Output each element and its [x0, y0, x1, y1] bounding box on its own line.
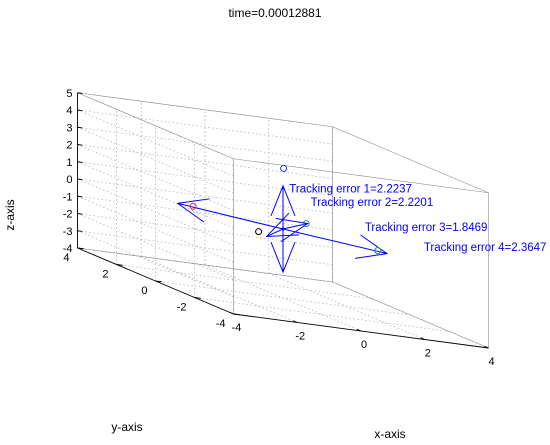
tracking-error-label: Tracking error 1=2.2237 [289, 183, 412, 195]
x-tick-mark [420, 337, 425, 340]
structure-arm [282, 228, 388, 255]
floor-grid-line [116, 264, 372, 299]
floor-grid-line [194, 297, 450, 332]
box-edge [233, 158, 489, 194]
side-wall-grid-line [77, 109, 234, 177]
z-tick-mark [77, 178, 83, 181]
z-tick-mark [77, 109, 83, 112]
arrowhead [354, 234, 389, 259]
tracking-error-label: Tracking error 3=1.8469 [365, 222, 488, 234]
z-tick-label: 3 [66, 122, 72, 134]
z-tick-label: 4 [66, 105, 72, 117]
z-tick-label: -1 [63, 191, 73, 203]
tracking-error-label: Tracking error 2=2.2201 [311, 197, 434, 209]
side-wall-grid-line [77, 230, 234, 298]
target-marker [280, 164, 288, 172]
back-wall-grid-line [77, 213, 333, 248]
z-tick-label: -2 [63, 209, 73, 221]
z-tick-label: 0 [66, 174, 72, 186]
data-marks [176, 164, 389, 274]
floor-grid-line [155, 280, 411, 316]
x-tick-mark [484, 345, 489, 349]
y-tick-label: 2 [102, 269, 108, 281]
target-marker [189, 202, 197, 210]
z-tick-mark [77, 161, 83, 163]
back-wall-grid-line [77, 230, 333, 266]
back-wall-grid-line [77, 195, 333, 231]
back-wall-grid-line [77, 178, 333, 214]
z-tick-label: 5 [66, 88, 72, 100]
box-edge [332, 126, 489, 194]
x-tick-label: 0 [361, 339, 367, 351]
x-tick-label: -2 [295, 331, 305, 343]
z-tick-mark [77, 247, 83, 250]
x-tick-label: 2 [425, 348, 431, 360]
structure-arm [266, 228, 284, 237]
z-tick-mark [77, 195, 83, 198]
back-wall-grid-line [77, 144, 333, 179]
y-axis-label: y-axis [111, 420, 142, 434]
y-tick-mark [116, 264, 123, 266]
x-tick-label: 4 [488, 356, 494, 368]
y-tick-label: 0 [141, 285, 147, 297]
arrowhead [265, 212, 300, 237]
box-edge [77, 92, 333, 128]
y-tick-label: -4 [216, 318, 226, 330]
structure-center-point [281, 227, 285, 231]
y-tick-mark [155, 280, 162, 283]
structure-arm [177, 202, 284, 230]
x-tick-mark [229, 311, 234, 315]
side-wall-grid-line [77, 178, 234, 246]
y-tick-mark [194, 297, 201, 299]
z-tick-mark [77, 144, 83, 146]
z-axis-label: z-axis [3, 199, 17, 230]
annotations: Tracking error 1=2.2237 Tracking error 2=… [289, 183, 546, 254]
target-marker [255, 228, 263, 236]
x-tick-mark [293, 320, 298, 323]
back-wall-grid-line [77, 109, 333, 145]
x-axis-label: x-axis [374, 427, 405, 441]
box-edge [77, 92, 234, 160]
back-wall-grid-line [77, 161, 333, 197]
side-wall-grid-line [77, 126, 234, 194]
z-tick-mark [77, 230, 83, 232]
y-tick-mark [233, 313, 240, 316]
z-tick-label: -4 [63, 243, 73, 255]
side-wall-grid-line [77, 213, 234, 280]
z-tick-mark [77, 126, 83, 129]
arrowhead [176, 198, 210, 223]
side-wall-grid-line [77, 161, 234, 229]
tracking-error-label: Tracking error 4=2.3647 [424, 242, 547, 254]
arrowhead [270, 184, 296, 217]
z-tick-label: 1 [66, 157, 72, 169]
y-tick-label: 4 [63, 252, 69, 264]
axes-box [77, 92, 489, 349]
z-tick-label: 2 [66, 140, 72, 152]
z-tick-mark [77, 213, 83, 215]
box-edge [332, 281, 489, 349]
y-tick-label: -2 [177, 302, 187, 314]
target-marker [374, 247, 382, 255]
side-wall-grid-line [77, 195, 234, 263]
arrowhead [270, 241, 296, 274]
chart-title: time=0.00012881 [228, 6, 321, 20]
x-tick-label: -4 [232, 322, 242, 334]
box-edge [77, 247, 333, 283]
target-marker [302, 220, 310, 228]
z-tick-label: -3 [63, 226, 73, 238]
z-tick-mark [77, 92, 83, 94]
x-tick-mark [356, 328, 362, 332]
back-wall-grid-line [77, 126, 333, 162]
